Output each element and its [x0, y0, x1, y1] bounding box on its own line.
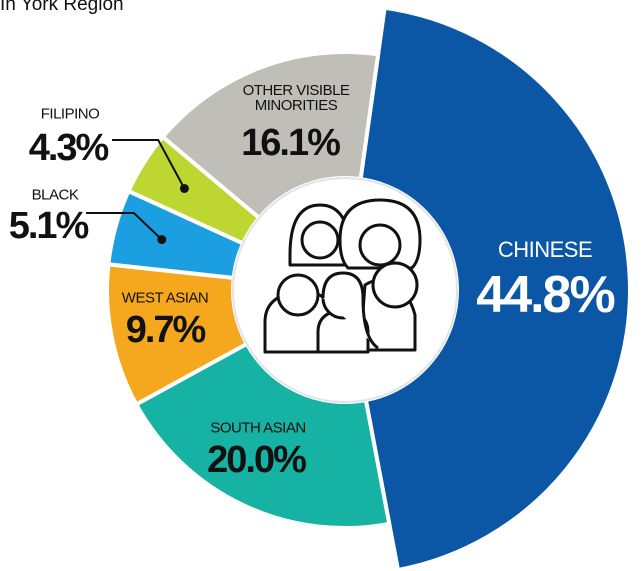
- leader-line: [86, 212, 163, 241]
- leader-lines: [86, 139, 186, 241]
- leader-dot: [179, 183, 189, 193]
- category-label: OTHER VISIBLE MINORITIES: [242, 82, 350, 114]
- leader-dot: [157, 235, 167, 245]
- category-label: CHINESE: [497, 237, 593, 262]
- value-label: 5.1%: [8, 205, 90, 247]
- value-label: 4.3%: [28, 127, 110, 169]
- value-label: 44.8%: [476, 266, 615, 324]
- value-label: 20.0%: [207, 439, 307, 481]
- category-label: WEST ASIAN: [121, 289, 209, 307]
- value-label: 16.1%: [241, 122, 341, 164]
- chart-title: In York Region: [0, 0, 124, 15]
- people-icon: [263, 198, 422, 354]
- category-label: BLACK: [31, 186, 79, 204]
- category-label: FILIPINO: [40, 105, 100, 123]
- category-label: SOUTH ASIAN: [210, 419, 306, 437]
- leader-line: [112, 139, 186, 189]
- value-label: 9.7%: [125, 309, 207, 351]
